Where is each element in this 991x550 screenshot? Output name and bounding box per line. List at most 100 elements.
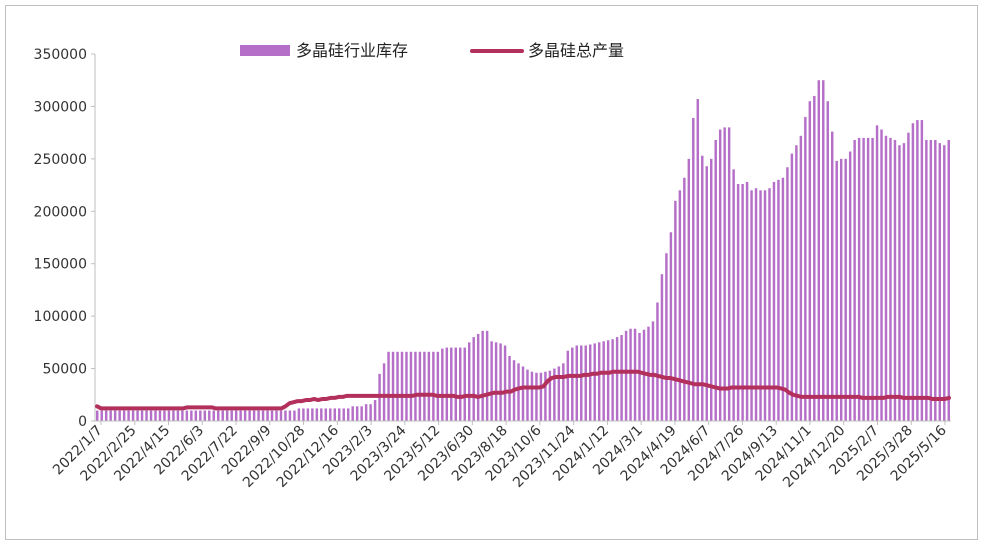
inventory-bar	[149, 410, 153, 421]
inventory-bar	[907, 132, 910, 421]
inventory-bar	[593, 343, 596, 421]
inventory-bar	[508, 355, 511, 421]
inventory-bar	[839, 158, 843, 422]
inventory-bar	[109, 410, 112, 421]
chart-canvas: 多晶硅行业库存 多晶硅总产量 0 50000 100000 150000 200000 2…	[34, 41, 951, 491]
inventory-bar	[911, 123, 915, 422]
inventory-bar	[405, 351, 408, 421]
inventory-bar	[795, 145, 798, 422]
inventory-bar	[387, 351, 390, 421]
production-line	[95, 369, 951, 411]
inventory-bar	[320, 408, 323, 421]
legend-label-production: 多晶硅总产量	[528, 41, 624, 60]
inventory-bar	[916, 120, 919, 421]
inventory-bar	[736, 184, 740, 421]
inventory-bar	[127, 410, 130, 421]
inventory-bar	[185, 410, 189, 421]
inventory-bar	[284, 410, 287, 421]
inventory-bar	[225, 410, 229, 421]
inventory-bar	[597, 342, 601, 421]
inventory-bar	[660, 274, 664, 421]
inventory-bar	[382, 363, 386, 421]
inventory-bar	[750, 190, 753, 421]
inventory-bar	[535, 372, 538, 421]
inventory-bar	[889, 137, 892, 421]
inventory-bar	[624, 330, 628, 421]
y-axis-ticks: 0 50000 100000 150000 200000 250000 300000 3500…	[34, 47, 95, 430]
inventory-bar	[333, 408, 336, 421]
inventory-bar	[620, 335, 623, 421]
inventory-bar	[804, 116, 807, 421]
inventory-bar	[297, 408, 301, 421]
inventory-bar	[553, 368, 556, 421]
inventory-bar	[239, 410, 242, 421]
inventory-bar	[705, 166, 708, 421]
inventory-bar	[902, 143, 906, 421]
inventory-bar	[669, 232, 673, 421]
inventory-bar	[136, 410, 139, 421]
legend-label-inventory: 多晶硅行业库存	[296, 41, 408, 60]
inventory-bar	[866, 137, 870, 421]
inventory-bar	[777, 179, 780, 421]
inventory-bar	[485, 330, 489, 421]
inventory-bar	[221, 410, 224, 421]
inventory-bar	[100, 410, 103, 421]
inventory-bar	[638, 332, 641, 421]
inventory-bar	[539, 372, 543, 421]
inventory-bar	[396, 351, 399, 421]
legend-swatch-inventory	[240, 45, 290, 56]
inventory-bar	[364, 404, 368, 421]
inventory-bar	[252, 410, 256, 421]
inventory-bar	[217, 410, 220, 421]
inventory-bar	[875, 125, 879, 422]
inventory-bar	[674, 200, 677, 421]
y-tick-label: 0	[78, 414, 87, 430]
inventory-bar	[257, 410, 260, 421]
inventory-bar	[172, 410, 175, 421]
inventory-bar	[745, 181, 749, 421]
inventory-bar	[822, 80, 825, 422]
inventory-bar	[450, 347, 453, 421]
inventory-bar	[723, 127, 726, 422]
inventory-bar	[615, 337, 619, 421]
inventory-bar	[548, 370, 552, 421]
inventory-bar	[490, 341, 493, 421]
inventory-bar	[629, 328, 632, 421]
inventory-bar	[678, 190, 682, 421]
inventory-bar	[409, 351, 413, 421]
inventory-bar	[243, 410, 247, 421]
inventory-bar	[463, 347, 466, 421]
inventory-bar	[929, 139, 933, 422]
inventory-bar	[656, 302, 659, 421]
inventory-bar	[880, 129, 883, 421]
inventory-bar	[176, 410, 180, 421]
inventory-bar	[324, 408, 328, 421]
inventory-bar	[472, 337, 475, 421]
inventory-bar	[701, 155, 704, 421]
inventory-bar	[432, 351, 435, 421]
inventory-bar	[369, 404, 372, 421]
inventory-bar	[338, 408, 341, 421]
y-tick-label: 250000	[34, 152, 87, 168]
inventory-bar	[329, 408, 332, 421]
y-tick-label: 200000	[34, 204, 87, 220]
y-tick-label: 150000	[34, 257, 87, 273]
legend: 多晶硅行业库存 多晶硅总产量	[240, 41, 624, 60]
inventory-bar	[947, 139, 950, 422]
inventory-bar	[503, 345, 507, 421]
inventory-bar	[763, 190, 767, 421]
inventory-bar	[459, 347, 462, 421]
inventory-bar	[768, 188, 771, 421]
inventory-bar	[611, 339, 614, 421]
inventory-bar	[692, 117, 695, 422]
line-series-production	[95, 369, 951, 411]
inventory-bar	[848, 151, 852, 421]
inventory-bar	[391, 351, 395, 421]
inventory-bar	[557, 366, 561, 421]
inventory-bar	[270, 410, 274, 421]
inventory-bar	[526, 369, 529, 421]
inventory-bar	[351, 406, 354, 421]
inventory-bar	[208, 410, 211, 421]
inventory-bar	[687, 158, 691, 422]
inventory-bar	[772, 181, 776, 421]
